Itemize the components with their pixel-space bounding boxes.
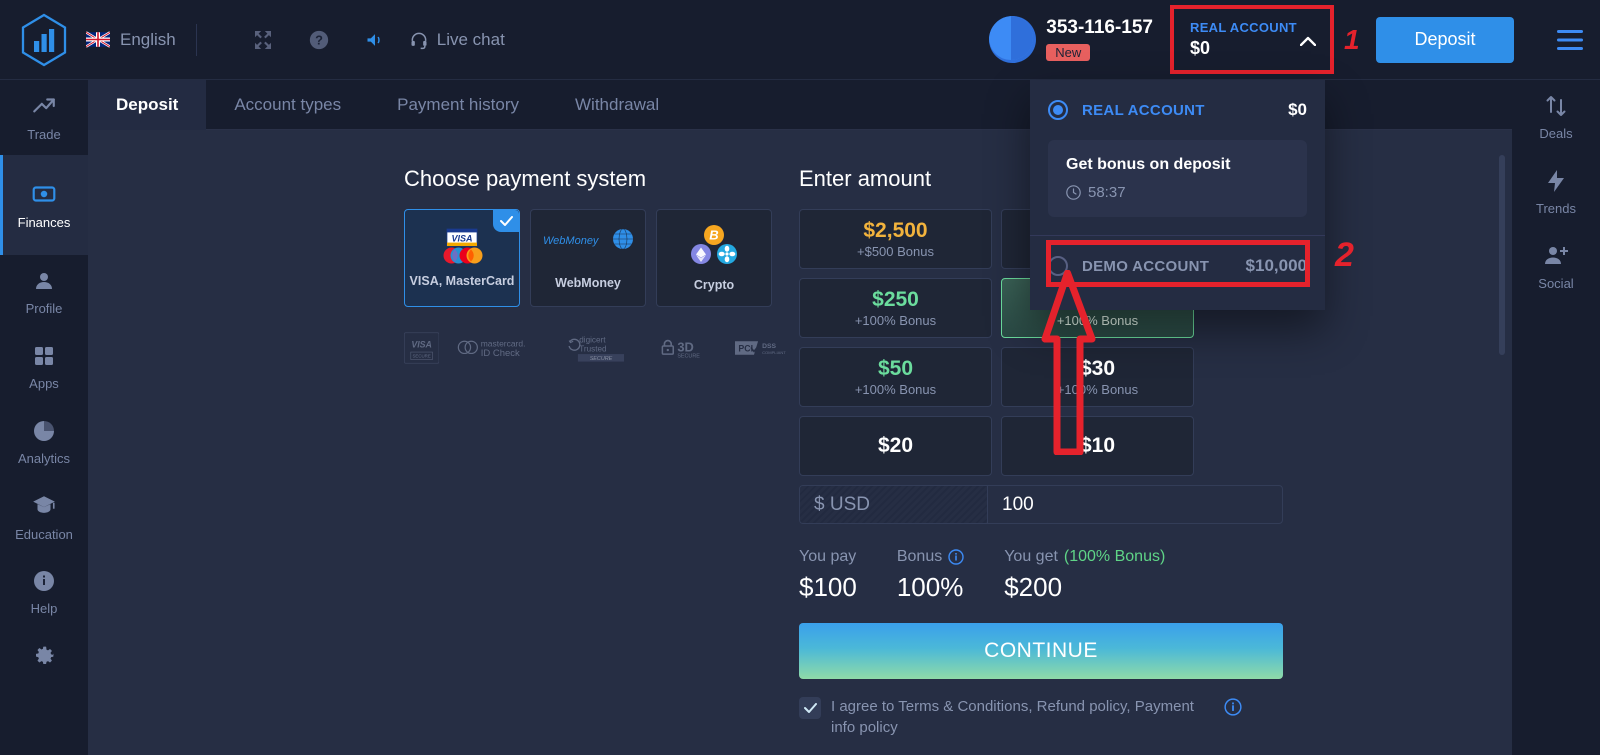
svg-text:Trusted: Trusted	[580, 344, 607, 353]
svg-text:?: ?	[315, 32, 323, 47]
svg-text:ID Check: ID Check	[481, 348, 520, 359]
svg-text:SECURE: SECURE	[678, 353, 701, 359]
svg-text:SECURE: SECURE	[590, 356, 613, 362]
svg-text:COMPLIANT: COMPLIANT	[762, 350, 786, 355]
svg-text:mastercard.: mastercard.	[481, 339, 526, 349]
svg-text:VISA: VISA	[451, 234, 472, 244]
svg-text:WebMoney: WebMoney	[543, 235, 600, 247]
svg-text:DSS: DSS	[762, 343, 776, 350]
svg-text:B: B	[709, 228, 718, 243]
svg-text:digicert: digicert	[580, 336, 607, 345]
svg-text:VISA: VISA	[411, 339, 432, 349]
svg-text:3D: 3D	[678, 339, 694, 354]
svg-text:SECURE: SECURE	[412, 353, 430, 358]
